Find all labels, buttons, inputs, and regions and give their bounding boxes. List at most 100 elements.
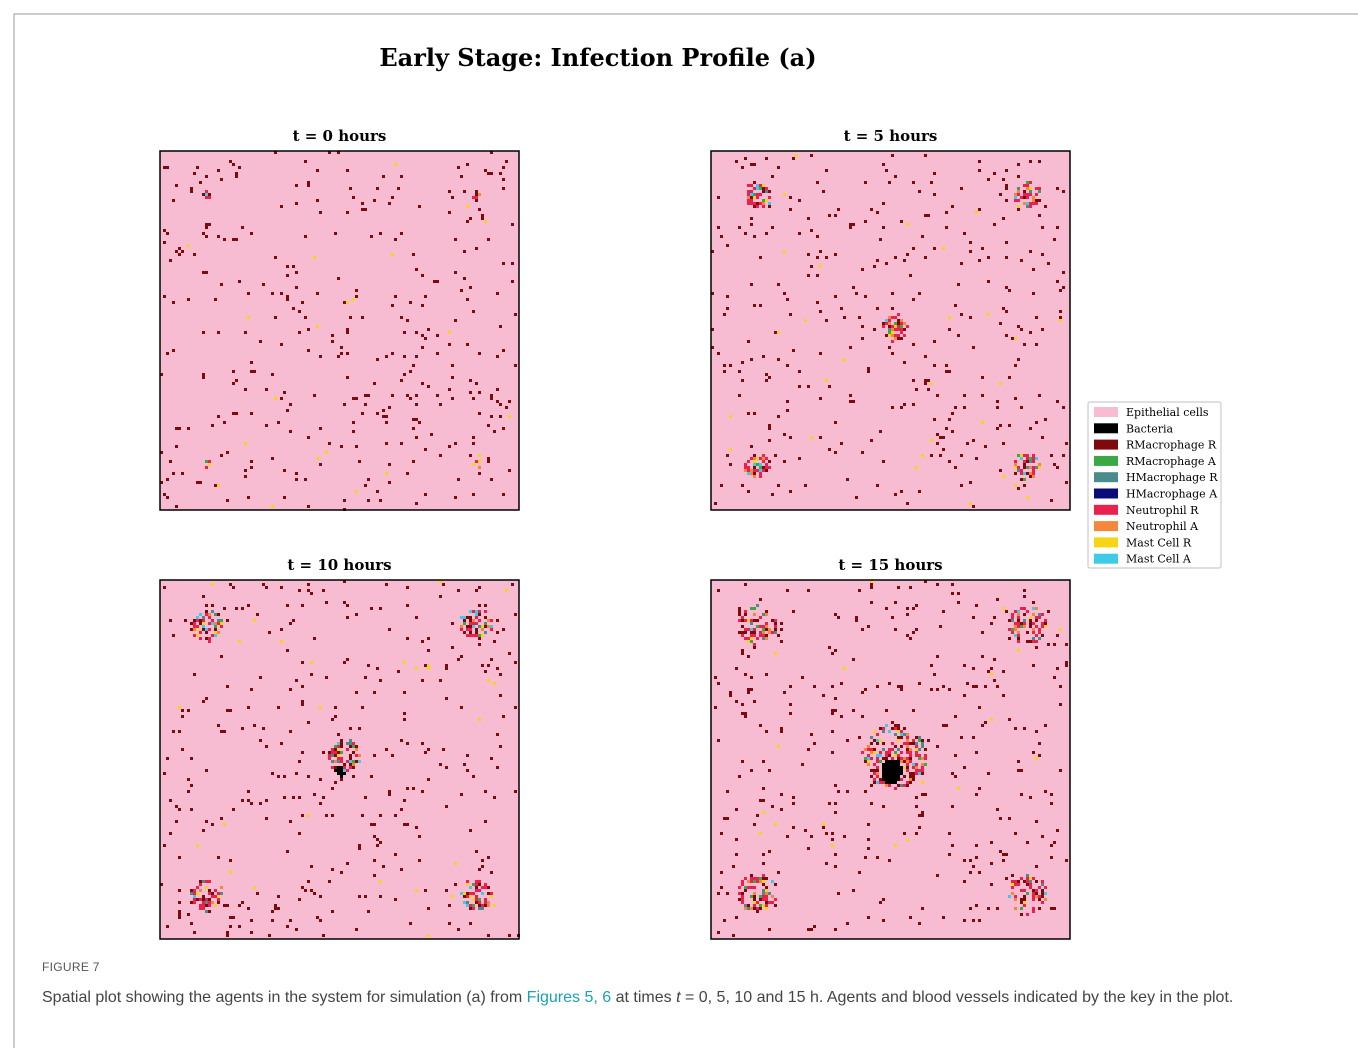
agent xyxy=(894,775,897,778)
agent xyxy=(1035,193,1038,196)
agent xyxy=(487,460,490,463)
agent xyxy=(340,745,343,748)
agent xyxy=(750,202,753,205)
agent xyxy=(774,883,777,886)
agent xyxy=(301,703,304,706)
figure-link[interactable]: Figures 5, 6 xyxy=(526,989,612,1006)
agent xyxy=(741,703,744,706)
agent xyxy=(472,442,475,445)
agent xyxy=(181,748,184,751)
agent xyxy=(475,886,478,889)
agent xyxy=(918,739,921,742)
agent xyxy=(762,355,765,358)
agent xyxy=(1011,874,1014,877)
agent xyxy=(247,799,250,802)
agent xyxy=(478,880,481,883)
agent xyxy=(762,892,765,895)
agent xyxy=(487,901,490,904)
agent xyxy=(478,466,481,469)
agent xyxy=(924,580,927,583)
agent xyxy=(909,916,912,919)
agent xyxy=(852,400,855,403)
agent xyxy=(466,892,469,895)
agent xyxy=(741,895,744,898)
agent xyxy=(469,391,472,394)
agent xyxy=(900,784,903,787)
agent xyxy=(849,346,852,349)
agent xyxy=(472,619,475,622)
agent xyxy=(310,673,313,676)
agent xyxy=(478,604,481,607)
agent xyxy=(750,619,753,622)
agent xyxy=(472,625,475,628)
agent xyxy=(478,901,481,904)
agent xyxy=(924,748,927,751)
agent xyxy=(921,811,924,814)
agent xyxy=(774,454,777,457)
agent xyxy=(478,625,481,628)
agent xyxy=(472,892,475,895)
agent xyxy=(340,766,343,769)
agent xyxy=(250,361,253,364)
agent xyxy=(906,613,909,616)
agent xyxy=(864,748,867,751)
agent xyxy=(400,175,403,178)
agent xyxy=(1041,889,1044,892)
agent xyxy=(969,907,972,910)
agent xyxy=(1050,802,1053,805)
agent xyxy=(876,484,879,487)
agent xyxy=(340,760,343,763)
agent xyxy=(499,172,502,175)
agent xyxy=(307,181,310,184)
agent xyxy=(723,370,726,373)
agent xyxy=(876,760,879,763)
agent xyxy=(999,382,1002,385)
agent xyxy=(412,364,415,367)
agent xyxy=(202,895,205,898)
agent xyxy=(496,400,499,403)
agent xyxy=(1035,616,1038,619)
agent xyxy=(891,340,894,343)
agent xyxy=(415,667,418,670)
agent xyxy=(301,814,304,817)
agent xyxy=(768,928,771,931)
caption-variable: t xyxy=(676,989,681,1006)
agent xyxy=(199,637,202,640)
agent xyxy=(187,913,190,916)
agent xyxy=(1020,625,1023,628)
agent xyxy=(445,766,448,769)
agent xyxy=(340,751,343,754)
agent xyxy=(199,181,202,184)
agent xyxy=(1044,625,1047,628)
agent xyxy=(481,865,484,868)
agent xyxy=(385,415,388,418)
agent xyxy=(882,460,885,463)
agent xyxy=(1032,268,1035,271)
agent xyxy=(352,766,355,769)
agent xyxy=(364,394,367,397)
agent xyxy=(208,901,211,904)
agent xyxy=(792,802,795,805)
agent xyxy=(873,778,876,781)
agent xyxy=(879,901,882,904)
agent xyxy=(358,844,361,847)
agent xyxy=(798,385,801,388)
agent xyxy=(726,817,729,820)
agent xyxy=(972,505,975,508)
agent xyxy=(870,736,873,739)
agent xyxy=(307,349,310,352)
agent xyxy=(502,187,505,190)
agent xyxy=(202,232,205,235)
agent xyxy=(1038,463,1041,466)
agent xyxy=(208,628,211,631)
agent xyxy=(912,403,915,406)
agent xyxy=(783,250,786,253)
agent xyxy=(1056,667,1059,670)
agent xyxy=(481,634,484,637)
agent xyxy=(807,589,810,592)
panel xyxy=(710,150,1071,511)
agent xyxy=(403,799,406,802)
agent xyxy=(484,622,487,625)
agent xyxy=(873,265,876,268)
agent xyxy=(349,754,352,757)
